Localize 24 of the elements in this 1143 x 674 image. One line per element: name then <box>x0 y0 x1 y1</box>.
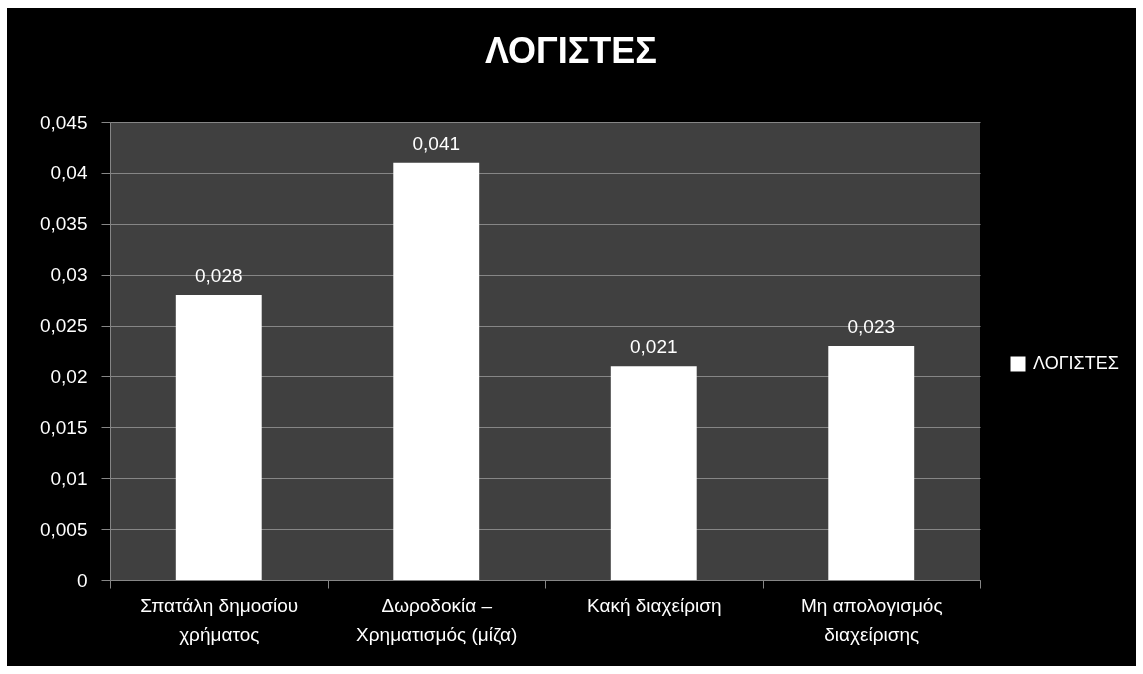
y-tick-label: 0,035 <box>39 213 88 235</box>
x-tick-label: Δωροδοκία – Χρηματισμός (μίζα) <box>356 594 518 645</box>
x-tick-label: Μη απολογισμός διαχείρισης <box>800 594 943 645</box>
data-label: 0,023 <box>847 315 896 337</box>
data-label: 0,028 <box>194 265 243 287</box>
x-tick-label: Κακή διαχείριση <box>586 594 722 616</box>
y-tick-label: 0,03 <box>50 264 88 286</box>
data-label: 0,021 <box>629 336 678 358</box>
bar <box>175 295 262 580</box>
legend-label: ΛΟΓΙΣΤΕΣ <box>1033 353 1119 373</box>
y-tick-label: 0,015 <box>39 416 88 438</box>
chart-title: ΛΟΓΙΣΤΕΣ <box>485 30 657 71</box>
y-tick-label: 0 <box>76 569 88 591</box>
bar <box>393 162 480 580</box>
y-tick-label: 0,005 <box>39 518 88 540</box>
y-tick-label: 0,045 <box>39 111 88 133</box>
x-tick-label: Σπατάλη δημοσίου χρήματος <box>140 594 299 645</box>
y-tick-label: 0,01 <box>50 467 88 489</box>
bar <box>828 345 915 580</box>
y-tick-label: 0,025 <box>39 315 88 337</box>
bar <box>610 366 697 580</box>
data-label: 0,041 <box>412 132 461 154</box>
y-tick-label: 0,04 <box>50 162 88 184</box>
y-tick-label: 0,02 <box>50 365 88 387</box>
